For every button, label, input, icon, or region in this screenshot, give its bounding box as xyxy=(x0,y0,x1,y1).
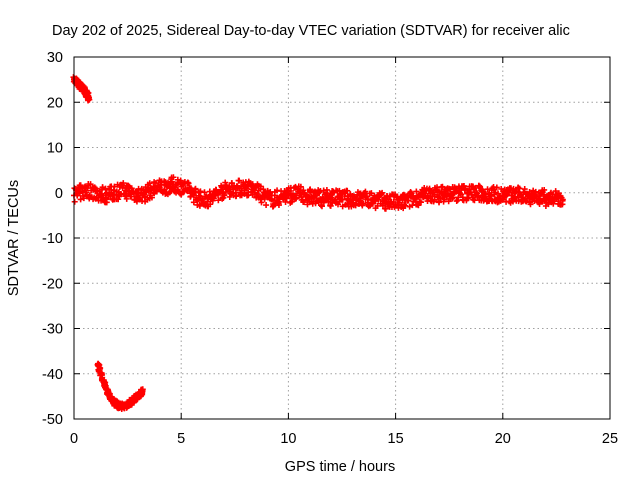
data-point xyxy=(86,94,93,101)
data-point xyxy=(102,185,109,192)
y-tick-label: 0 xyxy=(55,186,63,202)
y-tick-label: 10 xyxy=(47,141,63,157)
data-point xyxy=(479,186,486,193)
data-point xyxy=(84,185,91,192)
data-point xyxy=(103,199,110,206)
x-axis-label: GPS time / hours xyxy=(285,459,395,475)
data-point xyxy=(516,185,523,192)
data-point xyxy=(201,189,208,196)
data-point xyxy=(268,195,275,202)
data-point xyxy=(254,191,261,198)
data-point xyxy=(161,186,168,193)
chart-title: Day 202 of 2025, Sidereal Day-to-day VTE… xyxy=(52,23,570,39)
data-point xyxy=(185,180,192,187)
data-point xyxy=(467,189,474,196)
data-point xyxy=(318,203,325,210)
data-point xyxy=(275,202,282,209)
data-point xyxy=(258,199,265,206)
data-point xyxy=(87,181,94,188)
data-point xyxy=(527,201,534,208)
x-tick-label: 0 xyxy=(70,431,78,447)
x-tick-label: 15 xyxy=(388,431,404,447)
data-point xyxy=(196,202,203,209)
data-point xyxy=(77,196,84,203)
data-point xyxy=(456,190,463,197)
data-point xyxy=(405,197,412,204)
data-point xyxy=(146,180,153,187)
data-point xyxy=(111,183,118,190)
data-point xyxy=(120,180,127,187)
data-point xyxy=(431,196,438,203)
y-tick-label: -40 xyxy=(42,367,63,383)
data-point xyxy=(493,184,500,191)
data-point xyxy=(417,199,424,206)
data-point xyxy=(297,183,304,190)
data-point xyxy=(541,186,548,193)
data-point xyxy=(91,184,98,191)
data-point xyxy=(210,195,217,202)
data-point xyxy=(453,198,460,205)
data-point xyxy=(128,193,135,200)
data-points xyxy=(70,74,566,413)
data-point xyxy=(344,187,351,194)
x-tick-label: 20 xyxy=(495,431,511,447)
data-point xyxy=(316,189,323,196)
data-point xyxy=(482,193,489,200)
data-point xyxy=(313,192,320,199)
data-point xyxy=(71,198,78,205)
data-point xyxy=(413,188,420,195)
y-tick-label: 30 xyxy=(47,50,63,66)
data-point xyxy=(402,202,409,209)
data-point xyxy=(197,188,204,195)
data-point xyxy=(437,195,444,202)
data-point xyxy=(327,202,334,209)
data-point xyxy=(362,188,369,195)
x-tick-label: 5 xyxy=(177,431,185,447)
data-point xyxy=(300,199,307,206)
grid-lines xyxy=(74,57,610,419)
data-point xyxy=(170,174,177,181)
y-tick-label: 20 xyxy=(47,95,63,111)
data-point xyxy=(243,185,250,192)
data-point xyxy=(236,177,243,184)
data-point xyxy=(364,196,371,203)
data-point xyxy=(187,193,194,200)
data-point xyxy=(263,202,270,209)
data-point xyxy=(139,387,146,394)
data-point xyxy=(517,191,524,198)
data-point xyxy=(458,191,465,198)
data-point xyxy=(431,191,438,198)
data-point xyxy=(464,195,471,202)
data-point xyxy=(552,188,559,195)
data-point xyxy=(374,202,381,209)
y-tick-label: -50 xyxy=(42,412,63,428)
data-point xyxy=(220,194,227,201)
y-tick-labels: 30 20 10 0 -10 -20 -30 -40 -50 xyxy=(42,50,63,428)
data-point xyxy=(123,195,130,202)
data-point xyxy=(148,194,155,201)
data-point xyxy=(379,189,386,196)
data-point xyxy=(559,196,566,203)
data-point xyxy=(287,188,294,195)
x-tick-labels: 0 5 10 15 20 25 xyxy=(70,431,618,447)
data-point xyxy=(293,195,300,202)
y-axis-label: SDTVAR / TECUs xyxy=(6,180,22,296)
y-tick-label: -10 xyxy=(42,231,63,247)
data-point xyxy=(251,189,258,196)
data-point xyxy=(215,197,222,204)
plot-frame xyxy=(73,56,611,420)
y-tick-label: -30 xyxy=(42,322,63,338)
y-tick-label: -20 xyxy=(42,276,63,292)
x-tick-label: 25 xyxy=(602,431,618,447)
data-point xyxy=(207,201,214,208)
x-tick-label: 10 xyxy=(280,431,296,447)
